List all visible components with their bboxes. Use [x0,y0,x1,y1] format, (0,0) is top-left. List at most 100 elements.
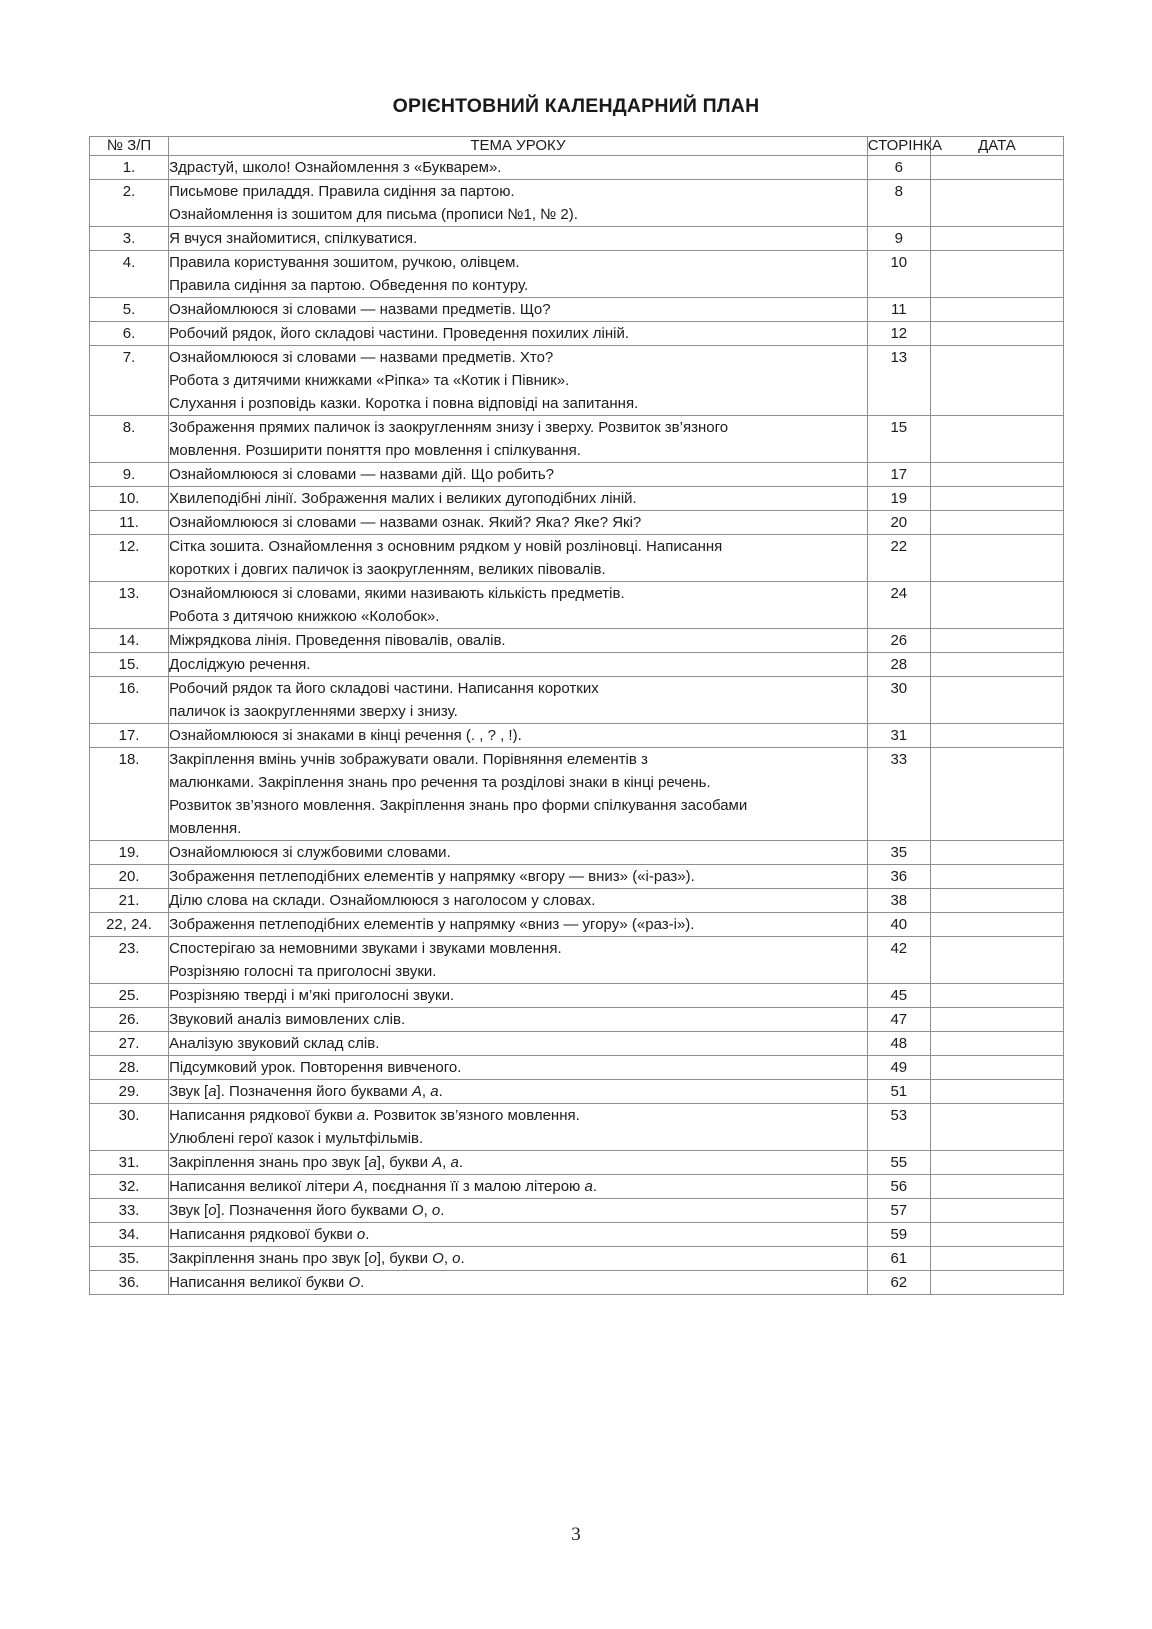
row-date-cell[interactable] [929,888,1065,913]
table-row: 30. Написання рядкової букви а. Розвиток … [88,1103,1065,1151]
row-number: 35. [88,1246,170,1271]
row-date-cell[interactable] [929,179,1065,227]
row-theme: Звук [а]. Позначення його буквами А, а. [168,1079,868,1104]
table-row: 13. Ознайомлююся зі словами, якими назива… [88,581,1065,629]
table-row: 11. Ознайомлююся зі словами — назвами озн… [88,510,1065,535]
row-number: 21. [88,888,170,913]
row-page-number: 59 [866,1222,931,1247]
row-page-number: 30 [866,676,931,724]
row-date-cell[interactable] [929,936,1065,984]
row-page-number: 35 [866,840,931,865]
row-number: 4. [88,250,170,298]
theme-line: Сітка зошита. Ознайомлення з основним ря… [169,538,723,555]
row-date-cell[interactable] [929,1031,1065,1056]
row-date-cell[interactable] [929,1270,1065,1295]
row-date-cell[interactable] [929,747,1065,841]
row-date-cell[interactable] [929,297,1065,322]
theme-line: Закріплення вмінь учнів зображувати овал… [169,751,648,768]
row-date-cell[interactable] [929,534,1065,582]
theme-line: Ознайомлююся зі знаками в кінці речення … [169,727,522,744]
row-date-cell[interactable] [929,912,1065,937]
row-date-cell[interactable] [929,345,1065,416]
row-date-cell[interactable] [929,486,1065,511]
row-page-number: 57 [866,1198,931,1223]
row-date-cell[interactable] [929,676,1065,724]
table-row: 18. Закріплення вмінь учнів зображувати о… [88,747,1065,841]
row-date-cell[interactable] [929,1198,1065,1223]
row-date-cell[interactable] [929,652,1065,677]
table-row: 32. Написання великої літери А, поєднання… [88,1174,1065,1199]
theme-line: Робочий рядок, його складові частини. Пр… [169,325,630,342]
theme-line: Ознайомлення із зошитом для письма (проп… [169,206,578,223]
column-header-page: СТОРІНКА [866,136,943,156]
row-date-cell[interactable] [929,1079,1065,1104]
row-theme: Написання рядкової букви а. Розвиток зв’… [168,1103,868,1151]
row-number: 30. [88,1103,170,1151]
row-number: 31. [88,1150,170,1175]
row-theme: Написання великої літери А, поєднання її… [168,1174,868,1199]
row-theme: Робочий рядок та його складові частини. … [168,676,868,724]
table-row: 23. Спостерігаю за немовними звуками і зв… [88,936,1065,984]
column-header-number: № З/П [88,136,170,156]
theme-line: Улюблені герої казок і мультфільмів. [169,1130,424,1147]
row-date-cell[interactable] [929,321,1065,346]
theme-line: Розрізняю голосні та приголосні звуки. [169,963,437,980]
row-date-cell[interactable] [929,462,1065,487]
row-theme: Закріплення знань про звук [а], букви А,… [168,1150,868,1175]
row-theme: Звук [о]. Позначення його буквами О, о. [168,1198,868,1223]
row-date-cell[interactable] [929,983,1065,1008]
theme-line: Письмове приладдя. Правила сидіння за па… [169,183,515,200]
theme-line: коротких і довгих паличок із заокругленн… [169,561,606,578]
row-date-cell[interactable] [929,250,1065,298]
row-number: 32. [88,1174,170,1199]
row-page-number: 31 [866,723,931,748]
row-theme: Хвилеподібні лінії. Зображення малих і в… [168,486,868,511]
row-number: 2. [88,179,170,227]
row-date-cell[interactable] [929,840,1065,865]
row-date-cell[interactable] [929,628,1065,653]
theme-line: Закріплення знань про звук [а], букви А,… [169,1154,464,1171]
row-date-cell[interactable] [929,1150,1065,1175]
row-number: 16. [88,676,170,724]
row-theme: Зображення прямих паличок із заокругленн… [168,415,868,463]
row-theme: Закріплення знань про звук [о], букви О,… [168,1246,868,1271]
row-date-cell[interactable] [929,415,1065,463]
row-date-cell[interactable] [929,1103,1065,1151]
row-date-cell[interactable] [929,510,1065,535]
table-row: 9. Ознайомлююся зі словами — назвами дій.… [88,462,1065,487]
theme-line: Міжрядкова лінія. Проведення півовалів, … [169,632,506,649]
table-row: 36. Написання великої букви О. 62 [88,1270,1065,1295]
table-row: 20. Зображення петлеподібних елементів у … [88,864,1065,889]
row-theme: Досліджую речення. [168,652,868,677]
table-row: 27. Аналізую звуковий склад слів. 48 [88,1031,1065,1056]
theme-line: Звуковий аналіз вимовлених слів. [169,1011,406,1028]
table-row: 4. Правила користування зошитом, ручкою, … [88,250,1065,298]
theme-line: Написання рядкової букви о. [169,1226,370,1243]
row-number: 1. [88,155,170,180]
row-date-cell[interactable] [929,1222,1065,1247]
row-theme: Підсумковий урок. Повторення вивченого. [168,1055,868,1080]
theme-line: Я вчуся знайомитися, спілкуватися. [169,230,418,247]
row-date-cell[interactable] [929,1246,1065,1271]
row-date-cell[interactable] [929,581,1065,629]
row-page-number: 11 [866,297,931,322]
table-row: 16. Робочий рядок та його складові частин… [88,676,1065,724]
page-title: ОРІЄНТОВНИЙ КАЛЕНДАРНИЙ ПЛАН [392,95,760,117]
row-date-cell[interactable] [929,723,1065,748]
row-theme: Аналізую звуковий склад слів. [168,1031,868,1056]
row-date-cell[interactable] [929,864,1065,889]
row-date-cell[interactable] [929,1174,1065,1199]
table-header-row: № З/П ТЕМА УРОКУ СТОРІНКА ДАТА [88,136,1065,156]
row-date-cell[interactable] [929,226,1065,251]
row-date-cell[interactable] [929,1007,1065,1032]
row-date-cell[interactable] [929,1055,1065,1080]
row-page-number: 62 [866,1270,931,1295]
table-row: 26. Звуковий аналіз вимовлених слів. 47 [88,1007,1065,1032]
row-number: 18. [88,747,170,841]
row-theme: Написання рядкової букви о. [168,1222,868,1247]
row-theme: Ознайомлююся зі словами — назвами ознак.… [168,510,868,535]
table-row: 17. Ознайомлююся зі знаками в кінці речен… [88,723,1065,748]
table-row: 15. Досліджую речення. 28 [88,652,1065,677]
row-date-cell[interactable] [929,155,1065,180]
theme-line: Ознайомлююся зі службовими словами. [169,844,451,861]
